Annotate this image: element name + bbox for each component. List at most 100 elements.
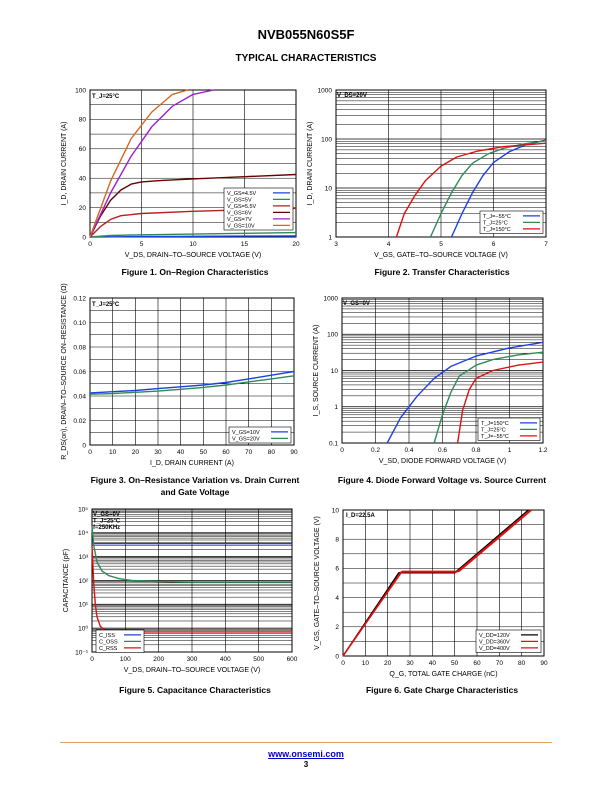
- legend-label: V_GS=5V: [227, 197, 252, 203]
- y-tick-label: 10: [325, 185, 333, 192]
- x-tick-label: 80: [518, 660, 526, 667]
- x-axis-label: V_DS, DRAIN–TO–SOURCE VOLTAGE (V): [125, 252, 262, 259]
- legend-label: T_J=25°C: [483, 220, 508, 226]
- figure-1-caption: Figure 1. On–Region Characteristics: [121, 267, 269, 277]
- series-line-1: [89, 231, 297, 238]
- x-tick-label: 30: [406, 660, 414, 667]
- y-tick-label: 0.10: [73, 320, 86, 327]
- x-tick-label: 70: [496, 660, 504, 667]
- y-axis-label: I_S, SOURCE CURRENT (A): [313, 325, 320, 417]
- x-tick-label: 100: [120, 656, 131, 663]
- x-tick-label: 0.8: [471, 447, 480, 454]
- y-tick-label: 10²: [79, 578, 89, 585]
- y-tick-label: 0.02: [73, 418, 86, 425]
- x-tick-label: 1: [508, 447, 512, 454]
- y-tick-label: 10⁰: [78, 624, 88, 632]
- plot-frame: [91, 508, 293, 653]
- x-tick-label: 40: [177, 449, 185, 456]
- figure-3-caption: Figure 3. On–Resistance Variation vs. Dr…: [90, 475, 300, 497]
- y-tick-label: 1: [334, 404, 338, 411]
- x-tick-label: 0: [340, 447, 344, 454]
- x-tick-label: 300: [187, 656, 198, 663]
- legend-box: [223, 187, 294, 231]
- x-tick-label: 0.2: [371, 447, 380, 454]
- chart-annotation: V_GS=0V: [93, 512, 120, 518]
- y-axis-label: CAPACITANCE (pF): [63, 549, 70, 613]
- x-tick-label: 10: [362, 660, 370, 667]
- x-tick-label: 20: [132, 449, 140, 456]
- y-tick-label: 6: [335, 566, 339, 573]
- legend-label: C_ISS: [99, 633, 115, 639]
- series-line-1: [91, 525, 292, 583]
- x-tick-label: 30: [154, 449, 162, 456]
- legend-label: V_GS=20V: [232, 436, 260, 442]
- x-tick-label: 90: [290, 449, 298, 456]
- footer-website-link[interactable]: www.onsemi.com: [268, 749, 344, 759]
- x-tick-label: 4: [387, 241, 391, 248]
- y-tick-label: 10⁻¹: [75, 649, 89, 656]
- y-tick-label: 80: [79, 117, 87, 124]
- y-axis-label: V_GS, GATE–TO–SOURCE VOLTAGE (V): [314, 516, 321, 650]
- x-tick-label: 1.2: [538, 447, 547, 454]
- y-tick-label: 0: [335, 653, 339, 660]
- x-axis-label: Q_G, TOTAL GATE CHARGE (nC): [389, 671, 497, 678]
- y-tick-label: 100: [321, 136, 332, 143]
- x-tick-label: 15: [241, 241, 249, 248]
- y-tick-label: 0.12: [73, 295, 86, 302]
- x-tick-label: 400: [220, 656, 231, 663]
- x-axis-label: I_D, DRAIN CURRENT (A): [150, 460, 234, 467]
- series-line-4: [89, 89, 214, 238]
- legend-box: [477, 417, 541, 441]
- legend-label: C_OSS: [99, 639, 118, 645]
- y-tick-label: 0: [82, 442, 86, 449]
- legend: T_J=150°CT_J=25°CT_J=−55°C: [477, 417, 541, 441]
- legend-label: V_GS=10V: [227, 223, 255, 229]
- legend-box: [479, 210, 544, 234]
- x-tick-label: 50: [451, 660, 459, 667]
- series-line-2: [456, 361, 544, 444]
- legend-label: V_DD=120V: [479, 633, 510, 639]
- y-tick-label: 4: [335, 595, 339, 602]
- y-tick-label: 10: [331, 368, 339, 375]
- x-tick-label: 20: [384, 660, 392, 667]
- x-tick-label: 5: [140, 241, 144, 248]
- chart-annotation: T_J=25°C: [92, 302, 120, 308]
- x-tick-label: 0.6: [438, 447, 447, 454]
- series-line-0: [386, 341, 544, 444]
- y-tick-label: 10³: [79, 554, 89, 561]
- y-tick-label: 1000: [324, 295, 339, 302]
- figure-2-caption: Figure 2. Transfer Characteristics: [374, 267, 510, 277]
- y-tick-label: 20: [79, 205, 87, 212]
- legend-label: V_GS=6V: [227, 210, 252, 216]
- legend: T_J=−55°CT_J=25°CT_J=150°C: [479, 210, 544, 234]
- x-tick-label: 20: [292, 241, 300, 248]
- y-tick-label: 10: [332, 507, 340, 514]
- legend-label: V_DD=400V: [479, 646, 510, 652]
- series-line-0: [89, 235, 297, 238]
- grid: [89, 90, 297, 238]
- y-tick-label: 10¹: [79, 602, 89, 609]
- x-tick-label: 500: [253, 656, 264, 663]
- plot-frame: [341, 297, 544, 444]
- series-group: [386, 341, 544, 444]
- series-line-0: [450, 139, 547, 238]
- series-line-1: [89, 375, 295, 395]
- y-tick-label: 100: [327, 332, 338, 339]
- document-title: NVB055N60S5F: [257, 27, 355, 42]
- chart-annotation: f=250KHz: [93, 525, 120, 531]
- series-line-1: [433, 351, 544, 444]
- legend-label: C_RSS: [99, 646, 118, 652]
- x-tick-label: 3: [334, 241, 338, 248]
- x-axis-label: V_GS, GATE–TO–SOURCE VOLTAGE (V): [374, 252, 508, 259]
- x-tick-label: 50: [200, 449, 208, 456]
- y-tick-label: 8: [335, 537, 339, 544]
- y-tick-label: 1: [328, 234, 332, 241]
- grid: [91, 509, 293, 653]
- x-tick-label: 80: [268, 449, 276, 456]
- x-tick-label: 60: [222, 449, 230, 456]
- series-group: [89, 370, 295, 395]
